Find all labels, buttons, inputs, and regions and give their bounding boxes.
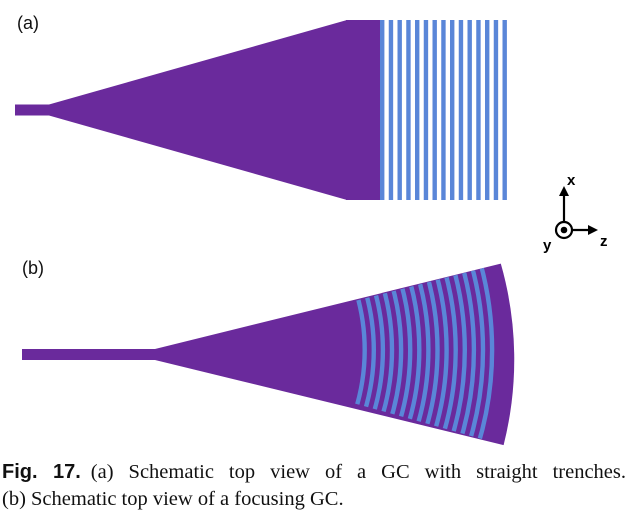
straight-trench xyxy=(476,20,481,200)
z-axis-label: z xyxy=(600,233,608,250)
straight-trench xyxy=(493,20,499,200)
focusing-trench xyxy=(163,263,477,446)
straight-trench xyxy=(441,20,446,200)
focusing-trench xyxy=(163,263,422,446)
coordinate-axes xyxy=(554,186,598,240)
focusing-trench xyxy=(163,263,413,446)
y-axis-label: y xyxy=(543,237,552,254)
focusing-trench xyxy=(163,263,395,446)
straight-trench xyxy=(406,20,411,200)
focusing-trench xyxy=(163,263,495,446)
figure-caption: Fig. 17. (a) Schematic top view of a GC w… xyxy=(2,459,626,513)
straight-trench xyxy=(397,20,402,200)
panel-b-waveguide xyxy=(22,349,165,360)
panel-b-label: (b) xyxy=(22,258,44,278)
focusing-trench xyxy=(163,263,440,446)
focusing-trench xyxy=(163,263,377,446)
straight-trench xyxy=(423,20,429,200)
focusing-trench xyxy=(163,263,449,446)
straight-trench xyxy=(388,20,394,200)
focusing-trench xyxy=(163,263,468,446)
caption-line-1: Fig. 17. (a) Schematic top view of a GC w… xyxy=(2,459,626,486)
panel-a-waveguide xyxy=(15,104,51,116)
caption-text-b: (b) Schematic top view of a focusing GC. xyxy=(2,488,344,510)
focusing-trench xyxy=(163,263,386,446)
caption-text-a: (a) Schematic top view of a GC with stra… xyxy=(90,461,627,483)
z-axis-arrowhead xyxy=(588,225,598,235)
panel-a-taper xyxy=(49,20,347,200)
focusing-trench xyxy=(163,263,404,446)
x-axis-arrowhead xyxy=(559,186,569,196)
focusing-trench xyxy=(163,263,431,446)
figure-illustration xyxy=(15,20,598,446)
straight-trench xyxy=(467,20,472,200)
x-axis-label: x xyxy=(567,172,576,189)
panel-a-grating-coupler xyxy=(15,20,507,200)
straight-trench xyxy=(502,20,507,200)
straight-trench xyxy=(380,20,385,200)
focusing-trench xyxy=(163,263,367,446)
straight-trench xyxy=(458,20,464,200)
y-axis-out-of-plane-circle xyxy=(554,220,574,240)
panel-b-grating-coupler xyxy=(22,263,515,446)
straight-trench xyxy=(432,20,437,200)
focusing-trench xyxy=(163,263,486,446)
figure-number: Fig. 17. xyxy=(2,461,81,483)
y-axis-out-of-plane-dot xyxy=(560,226,568,234)
focusing-trench xyxy=(163,263,458,446)
straight-trench xyxy=(450,20,455,200)
panel-a-slab xyxy=(346,20,380,200)
panel-a-straight-grating xyxy=(380,20,507,200)
panel-b-focusing-grating xyxy=(163,263,495,446)
panel-a-label: (a) xyxy=(17,13,39,33)
straight-trench xyxy=(485,20,490,200)
straight-trench xyxy=(415,20,420,200)
